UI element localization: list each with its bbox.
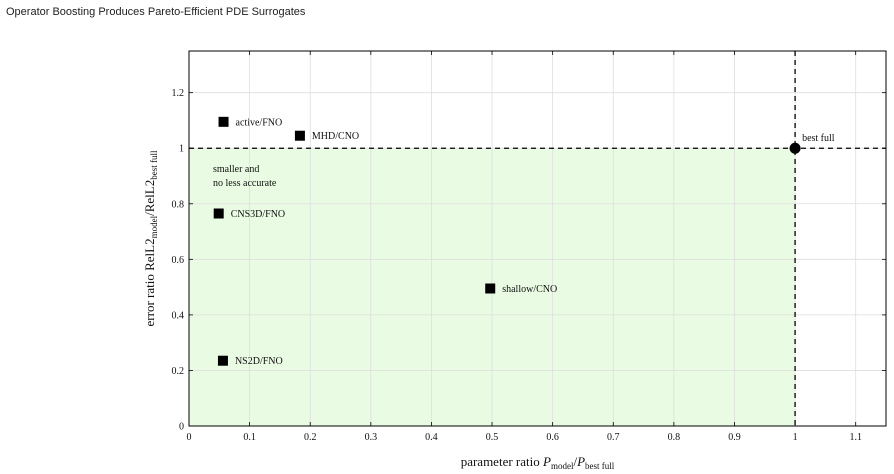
y-tick-labels: 0 0.2 0.4 0.6 0.8 1 1.2 bbox=[172, 88, 185, 432]
point-3 bbox=[485, 283, 496, 294]
y-tick-label-5: 1 bbox=[179, 144, 184, 155]
x-tick-label-10: 1 bbox=[793, 432, 798, 443]
x-tick-labels: 0 0.1 0.2 0.3 0.4 0.5 0.6 0.7 0.8 0.9 1 1.1 bbox=[187, 432, 862, 443]
data-points: active/FNO MHD/CNO CNS3D/FNO shallow/CNO NS2… bbox=[213, 116, 557, 367]
x-tick-label-11: 1.1 bbox=[849, 432, 862, 443]
y-tick-label-0: 0 bbox=[179, 422, 184, 433]
point-label-4: NS2D/FNO bbox=[235, 356, 283, 367]
region-label-line-1: smaller and bbox=[213, 164, 259, 175]
point-1 bbox=[294, 130, 305, 141]
region-label-line-2: no less accurate bbox=[213, 178, 277, 189]
x-axis-label: parameter ratio Pmodel/Pbest full bbox=[461, 454, 615, 471]
x-tick-label-1: 0.1 bbox=[243, 432, 256, 443]
x-tick-label-5: 0.5 bbox=[486, 432, 499, 443]
point-label-0: active/FNO bbox=[236, 117, 283, 128]
reference-point-label: best full bbox=[802, 133, 835, 144]
y-tick-label-4: 0.8 bbox=[172, 199, 185, 210]
x-tick-label-2: 0.2 bbox=[304, 432, 317, 443]
point-4 bbox=[217, 355, 228, 366]
y-axis-label: error ratio RelL2model/RelL2best full bbox=[142, 150, 159, 326]
y-tick-label-1: 0.2 bbox=[172, 366, 185, 377]
y-tick-label-2: 0.4 bbox=[172, 310, 185, 321]
x-tick-label-7: 0.7 bbox=[607, 432, 620, 443]
point-label-2: CNS3D/FNO bbox=[231, 209, 285, 220]
x-tick-label-6: 0.6 bbox=[546, 432, 559, 443]
plot-frame bbox=[188, 50, 887, 427]
point-2 bbox=[213, 208, 224, 219]
point-label-3: shallow/CNO bbox=[502, 284, 557, 295]
x-tick-label-0: 0 bbox=[187, 432, 192, 443]
reference-point bbox=[789, 142, 801, 154]
x-tick-label-4: 0.4 bbox=[425, 432, 438, 443]
point-0 bbox=[218, 116, 229, 127]
x-tick-label-9: 0.9 bbox=[728, 432, 741, 443]
y-tick-label-6: 1.2 bbox=[172, 88, 185, 99]
y-tick-label-3: 0.6 bbox=[172, 255, 185, 266]
x-tick-label-3: 0.3 bbox=[365, 432, 378, 443]
page-title: Operator Boosting Produces Pareto-Effici… bbox=[6, 6, 306, 18]
point-label-1: MHD/CNO bbox=[312, 131, 359, 142]
x-tick-label-8: 0.8 bbox=[668, 432, 681, 443]
